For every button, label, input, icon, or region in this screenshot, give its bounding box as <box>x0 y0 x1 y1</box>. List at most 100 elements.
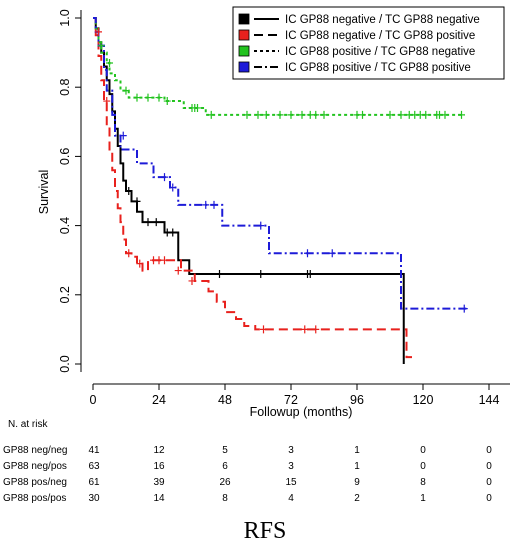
risk-cell: 6 <box>222 461 228 472</box>
risk-cell: 0 <box>486 493 492 504</box>
censor-mark <box>301 325 309 334</box>
x-ticks: 0 24 48 72 96 120 144 <box>90 384 500 407</box>
x-tick-label: 144 <box>479 393 500 407</box>
x-tick-label: 0 <box>90 393 97 407</box>
x-tick-label: 120 <box>413 393 434 407</box>
censor-mark <box>386 110 394 119</box>
censor-mark <box>276 110 284 119</box>
risk-cell: 5 <box>222 445 228 456</box>
censor-mark <box>125 187 133 195</box>
censor-mark <box>194 103 201 112</box>
risk-cell: 1 <box>354 461 360 472</box>
censor-mark <box>306 270 314 279</box>
censor-mark <box>174 266 182 275</box>
x-axis-label: Followup (months) <box>250 405 353 419</box>
legend-swatch <box>238 45 250 57</box>
censor-mark <box>202 200 210 209</box>
risk-cell: 0 <box>486 477 492 488</box>
risk-row-label: GP88 neg/pos <box>3 461 67 472</box>
risk-row-label: GP88 pos/neg <box>3 477 67 488</box>
censor-mark <box>441 110 449 119</box>
legend-swatch <box>238 29 250 41</box>
y-axis-label: Survival <box>37 170 51 214</box>
risk-cell: 0 <box>420 461 426 472</box>
censor-mark <box>133 197 141 206</box>
censor-mark <box>169 183 177 192</box>
series-line-2 <box>93 17 412 359</box>
censor-mark <box>458 110 465 119</box>
risk-cell: 63 <box>88 461 100 472</box>
y-tick-label: 0.6 <box>58 148 72 165</box>
censor-mark <box>103 97 111 106</box>
censor-mark <box>97 41 105 50</box>
censor-mark <box>460 304 468 313</box>
censor-mark <box>161 173 168 182</box>
risk-cell: 1 <box>354 445 360 456</box>
censor-mark <box>210 200 218 209</box>
risk-cell: 15 <box>285 477 297 488</box>
y-tick-label: 0.0 <box>58 355 72 372</box>
legend-label: IC GP88 positive / TC GP88 positive <box>285 62 471 74</box>
censor-mark <box>287 110 295 119</box>
risk-cell: 26 <box>219 477 231 488</box>
risk-cell: 3 <box>288 445 294 456</box>
y-tick-label: 0.4 <box>58 217 72 234</box>
risk-row-label: GP88 neg/neg <box>3 445 68 456</box>
legend-swatch <box>238 61 250 73</box>
chart-caption: RFS <box>244 518 287 544</box>
censor-mark <box>328 249 336 258</box>
series-line-3 <box>93 17 465 116</box>
censor-mark <box>122 86 130 95</box>
y-ticks: 0.0 0.2 0.4 0.6 0.8 1.0 <box>58 9 81 373</box>
censor-mark <box>144 218 152 227</box>
x-tick-label: 48 <box>218 393 232 407</box>
risk-cell: 0 <box>486 461 492 472</box>
censor-mark <box>119 131 127 140</box>
censor-mark <box>257 270 265 279</box>
censor-mark <box>422 110 430 119</box>
censor-mark <box>152 218 160 227</box>
risk-cell: 39 <box>153 477 165 488</box>
x-tick-label: 24 <box>152 393 166 407</box>
censor-mark <box>304 249 311 258</box>
censor-mark <box>169 228 177 237</box>
risk-cell: 8 <box>420 477 426 488</box>
censor-mark <box>262 110 270 119</box>
risk-cell: 0 <box>420 445 426 456</box>
censor-mark <box>133 93 141 102</box>
risk-cell: 3 <box>288 461 294 472</box>
censor-mark <box>359 110 366 119</box>
y-tick-label: 0.2 <box>58 286 72 303</box>
censor-mark <box>136 259 144 268</box>
y-tick-label: 1.0 <box>58 9 72 26</box>
legend-label: IC GP88 positive / TC GP88 negative <box>285 46 475 58</box>
censor-mark <box>95 27 102 36</box>
risk-cell: 41 <box>88 445 100 456</box>
risk-cell: 61 <box>88 477 100 488</box>
x-tick-label: 96 <box>350 393 364 407</box>
risk-cell: 14 <box>153 493 165 504</box>
censor-mark <box>397 110 405 119</box>
legend-swatch <box>238 13 250 25</box>
risk-cell: 9 <box>354 477 360 488</box>
legend-label: IC GP88 negative / TC GP88 positive <box>285 30 475 42</box>
risk-cell: 4 <box>288 493 294 504</box>
censor-mark <box>163 97 171 106</box>
legend-label: IC GP88 negative / TC GP88 negative <box>285 14 480 26</box>
censor-mark <box>312 325 320 334</box>
risk-cell: 0 <box>486 445 492 456</box>
risk-cell: 8 <box>222 493 228 504</box>
censor-mark <box>188 276 196 285</box>
censor-mark <box>161 256 168 265</box>
censor-mark <box>207 110 215 119</box>
censor-mark <box>298 110 306 119</box>
risk-row-label: GP88 pos/pos <box>3 493 66 504</box>
risk-cell: 2 <box>354 493 360 504</box>
censor-mark <box>106 58 113 67</box>
censor-mark <box>243 110 251 119</box>
risk-cell: 16 <box>153 461 165 472</box>
censor-mark <box>144 93 152 102</box>
legend: IC GP88 negative / TC GP88 negative IC GP… <box>232 6 505 80</box>
censor-mark <box>254 110 262 119</box>
